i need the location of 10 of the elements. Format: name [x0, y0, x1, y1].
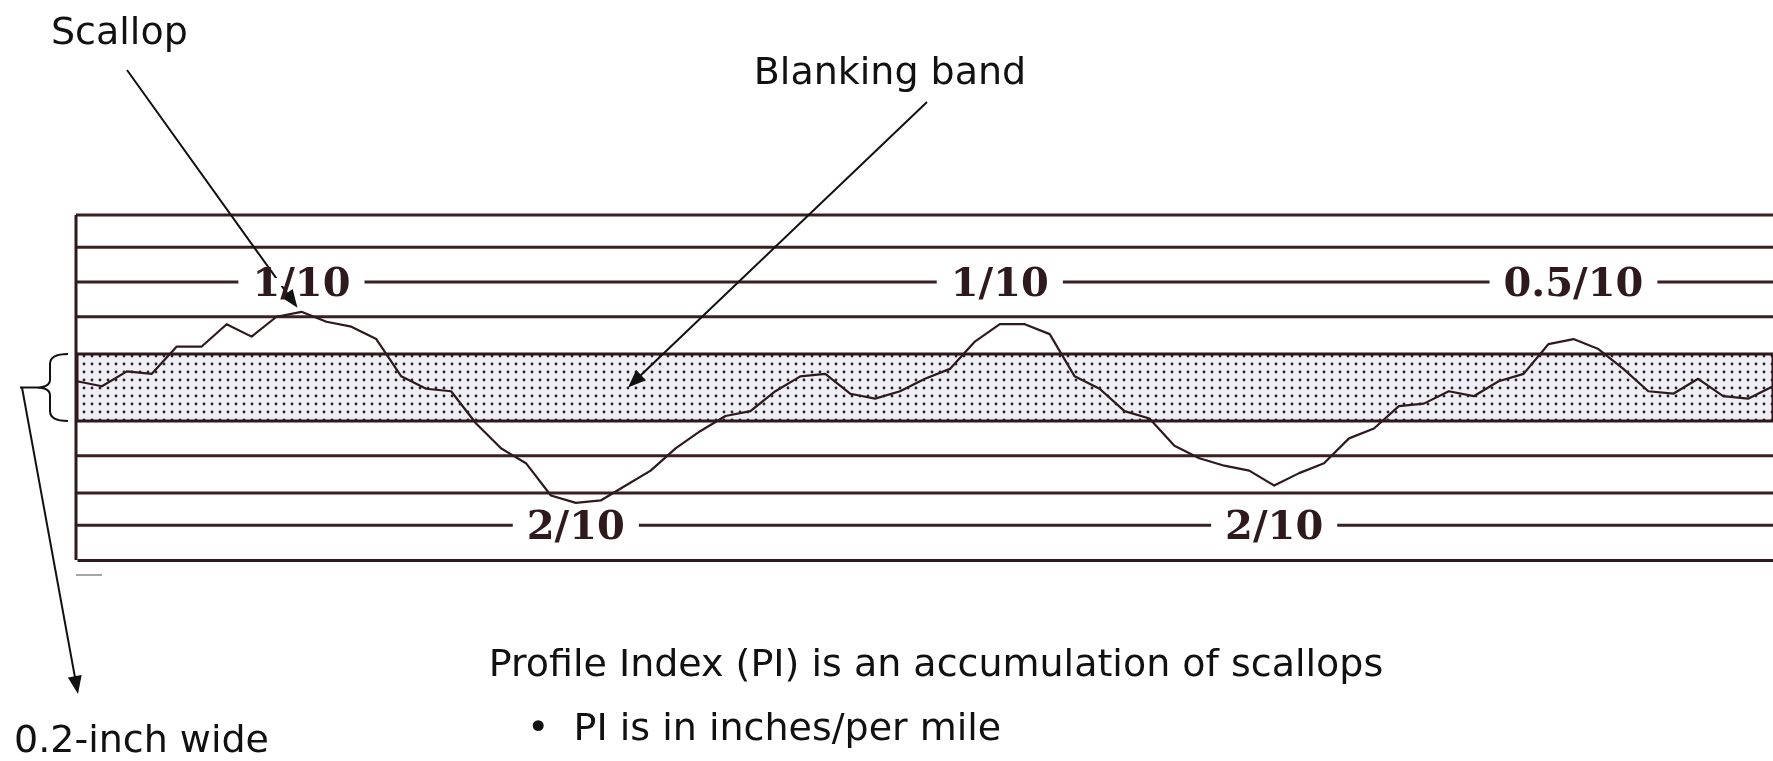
text: Scallop	[51, 9, 188, 53]
annotation: 1/10	[950, 258, 1049, 306]
annotation: 2/10	[526, 501, 625, 549]
text: • PI is in inches/per mile	[527, 705, 1002, 749]
annotation: 0.5/10	[1503, 258, 1644, 306]
text: Profile Index (PI) is an accumulation of scallops	[488, 641, 1384, 685]
text: 0.2-inch wide	[14, 717, 269, 761]
annotation: 2/10	[1225, 501, 1324, 549]
band-label: Blanking band	[753, 49, 1027, 93]
annotation: 1/10	[252, 258, 351, 306]
